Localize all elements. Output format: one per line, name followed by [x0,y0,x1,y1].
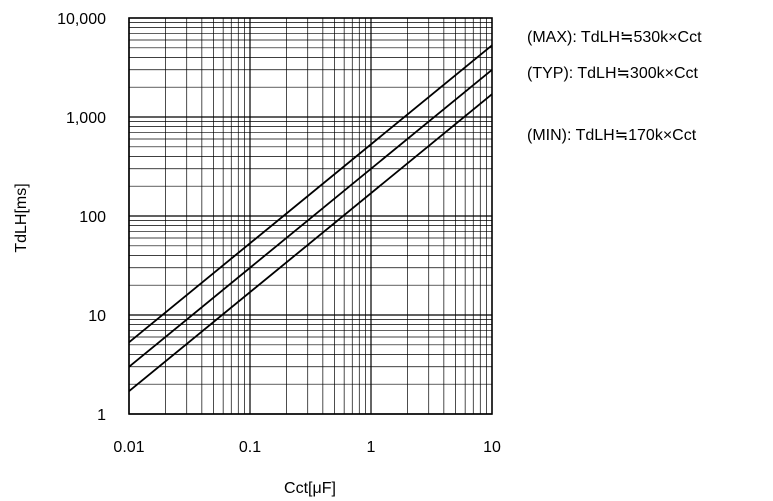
annotation-max: (MAX): TdLH≒530k×Cct [527,29,702,46]
y-tick-label: 1 [97,407,106,424]
series-line-max [128,44,493,343]
x-axis-label: Cct[μF] [284,480,336,497]
annotation-typ: (TYP): TdLH≒300k×Cct [527,65,699,82]
y-tick-label: 1,000 [66,110,106,127]
x-tick-label: 0.01 [113,439,144,456]
y-axis-label: TdLH[ms] [13,183,30,252]
y-axis-ticks: 1 10 100 1,000 10,000 [57,11,106,424]
x-axis-ticks: 0.01 0.1 1 10 [113,439,501,456]
series-line-min [128,93,493,392]
y-tick-label: 10 [88,308,106,325]
series-line-typ [128,69,493,368]
y-tick-label: 100 [79,209,106,226]
x-tick-label: 0.1 [239,439,261,456]
plot-area-frame [128,17,493,415]
y-tick-label: 10,000 [57,11,106,28]
x-tick-label: 10 [483,439,501,456]
x-tick-label: 1 [367,439,376,456]
series-layer [128,44,493,392]
annotation-min: (MIN): TdLH≒170k×Cct [527,127,697,144]
